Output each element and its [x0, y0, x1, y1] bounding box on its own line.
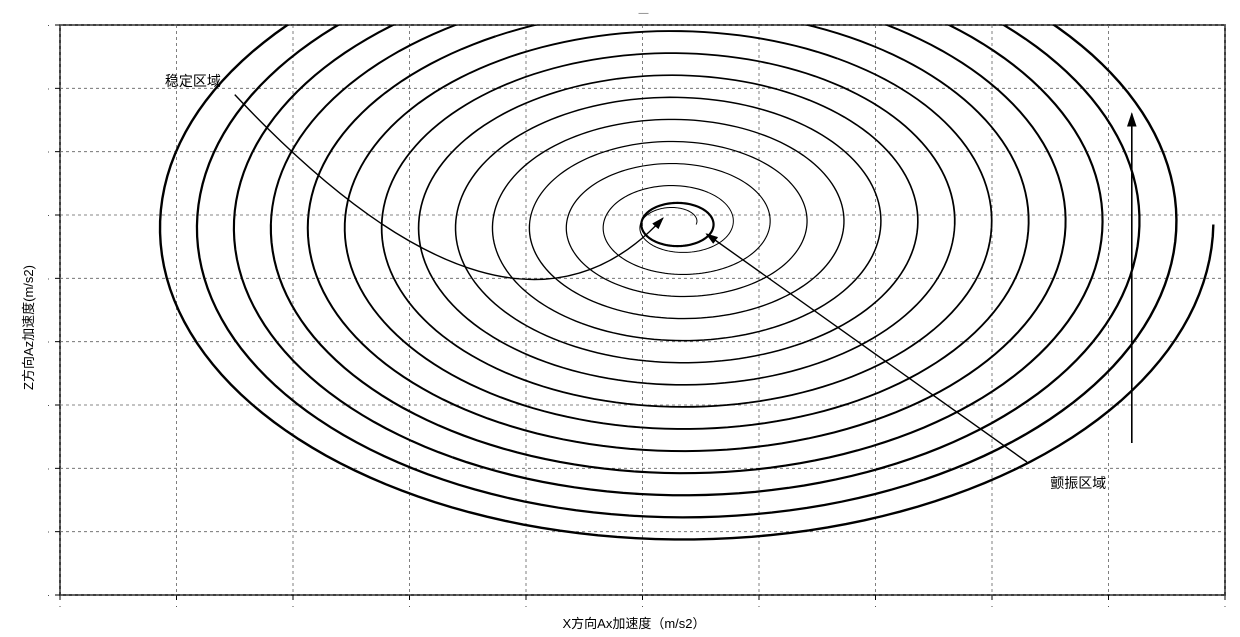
x-tick-label: · [874, 601, 877, 611]
chart-svg: · · · · · · · · · · · · · · · · · · · · · [0, 0, 1240, 637]
x-tick-label: · [641, 601, 644, 611]
y-tick-label: · [47, 210, 50, 220]
stable-region-label: 稳定区域 [165, 71, 221, 91]
y-tick-label: · [47, 463, 50, 473]
x-tick-label: · [525, 601, 528, 611]
chatter-region-label: 颤振区域 [1050, 473, 1106, 493]
y-tick-label: · [47, 83, 50, 93]
y-tick-label: · [47, 527, 50, 537]
x-tick-label: · [175, 601, 178, 611]
y-tick-label: · [47, 337, 50, 347]
y-tick-label: · [47, 400, 50, 410]
y-axis-label: Z方向Az加速度(m/s2) [18, 265, 37, 390]
x-tick-label: · [758, 601, 761, 611]
x-tick-label: · [292, 601, 295, 611]
y-tick-label: · [47, 20, 50, 30]
x-tick-label: · [59, 601, 62, 611]
x-tick-label: · [1107, 601, 1110, 611]
y-tick-label: · [47, 147, 50, 157]
top-tick-mark: — [639, 8, 649, 19]
x-axis-label: X方向Ax加速度（m/s2） [563, 613, 706, 632]
x-tick-label: · [1224, 601, 1227, 611]
x-tick-label: · [408, 601, 411, 611]
y-tick-label: · [47, 590, 50, 600]
y-tick-label: · [47, 273, 50, 283]
x-tick-label: · [991, 601, 994, 611]
